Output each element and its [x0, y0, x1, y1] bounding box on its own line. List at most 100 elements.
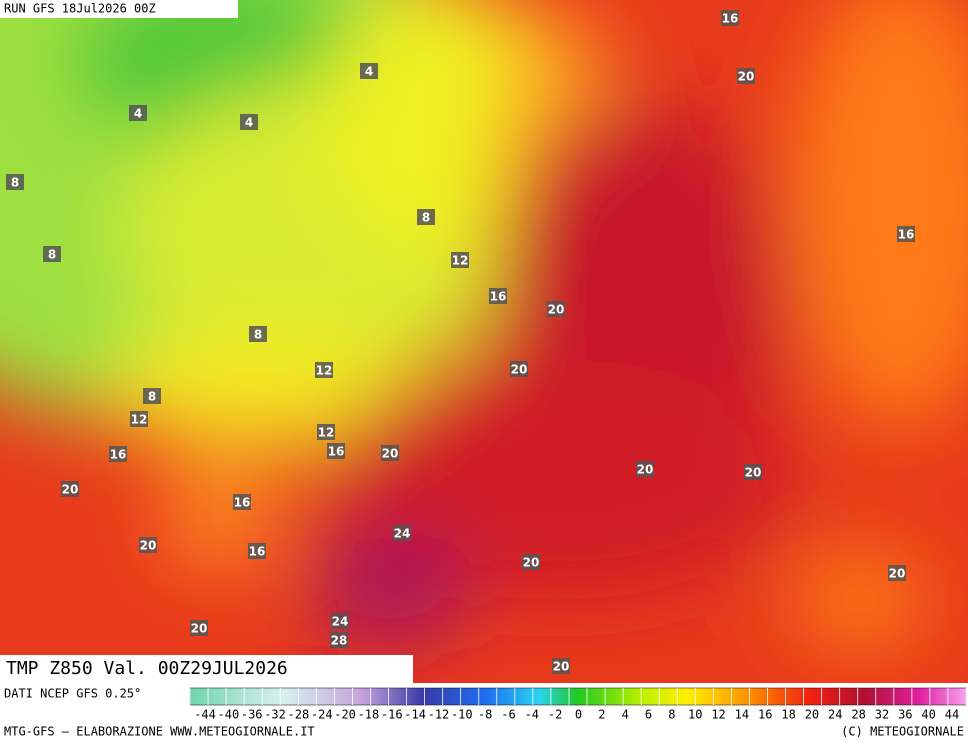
- contour-label: 4: [365, 65, 373, 79]
- contour-label: 16: [234, 496, 251, 510]
- contour-label-box: [248, 543, 266, 559]
- contour-label: 20: [511, 363, 528, 377]
- credit-label: MTG-GFS — ELABORAZIONE WWW.METEOGIORNALE…: [4, 725, 315, 739]
- contour-label-box: [737, 68, 755, 84]
- colorbar-label: -44: [194, 708, 216, 722]
- contour-label-box: [330, 632, 348, 648]
- contour-label-box: [510, 361, 528, 377]
- contour-label: 16: [328, 445, 345, 459]
- colorbar-ticks: -44 -40 -36 -32 -28 -24 -20 -18 -16 -14 -12 -10 -8 -6…: [189, 688, 967, 722]
- contour-label-box: [522, 554, 540, 570]
- contour-label: 4: [245, 116, 253, 130]
- colorbar-label: 10: [688, 708, 702, 722]
- colorbar-label: -10: [451, 708, 473, 722]
- contour-label: 12: [318, 426, 335, 440]
- colorbar-label: -14: [404, 708, 426, 722]
- colorbar-label: -36: [241, 708, 263, 722]
- colorbar-label: -24: [311, 708, 333, 722]
- colorbar-label: -4: [525, 708, 539, 722]
- contour-label: 20: [738, 70, 755, 84]
- contour-label: 20: [553, 660, 570, 674]
- contour-label: 8: [422, 211, 430, 225]
- contour-label: 20: [745, 466, 762, 480]
- header-box: [0, 0, 238, 18]
- contour-label: 20: [191, 622, 208, 636]
- colorbar-label: 6: [645, 708, 652, 722]
- colorbar-label: -20: [334, 708, 356, 722]
- colorbar-label: -32: [264, 708, 286, 722]
- colorbar-label: 32: [875, 708, 889, 722]
- contour-label-box: [6, 174, 24, 190]
- contour-label-box: [327, 443, 345, 459]
- colorbar-label: 8: [668, 708, 675, 722]
- colorbar-label: 36: [898, 708, 912, 722]
- temperature-field: [0, 0, 968, 683]
- contour-label: 28: [331, 634, 348, 648]
- contour-label-box: [143, 388, 161, 404]
- contour-label: 20: [889, 567, 906, 581]
- contour-label-box: [381, 445, 399, 461]
- contour-label: 16: [898, 228, 915, 242]
- field-label: TMP Z850 Val. 00Z29JUL2026: [6, 658, 288, 679]
- contour-label-box: [721, 10, 739, 26]
- contour-label: 20: [548, 303, 565, 317]
- colorbar-label: 28: [851, 708, 865, 722]
- colorbar: [189, 687, 967, 706]
- contour-label-box: [489, 288, 507, 304]
- contour-label: 20: [382, 447, 399, 461]
- colorbar-label: 44: [945, 708, 959, 722]
- colorbar-label: 0: [575, 708, 582, 722]
- contour-label-box: [129, 105, 147, 121]
- run-label: RUN GFS 18Jul2026 00Z: [4, 2, 156, 16]
- contour-label-box: [451, 252, 469, 268]
- contour-label-box: [547, 301, 565, 317]
- contour-label: 20: [637, 463, 654, 477]
- contour-label-box: [317, 424, 335, 440]
- contour-label-box: [249, 326, 267, 342]
- contour-label-box: [315, 362, 333, 378]
- colorbar-label: -40: [218, 708, 240, 722]
- contour-label: 24: [332, 615, 349, 629]
- contour-label-box: [190, 620, 208, 636]
- colorbar-label: 20: [805, 708, 819, 722]
- contour-label-box: [43, 246, 61, 262]
- contour-label: 16: [249, 545, 266, 559]
- colorbar-label: 14: [735, 708, 749, 722]
- colorbar-label: 2: [598, 708, 605, 722]
- contour-label-box: [331, 613, 349, 629]
- colorbar-label: 16: [758, 708, 772, 722]
- contour-label-box: [240, 114, 258, 130]
- contour-label-box: [744, 464, 762, 480]
- colorbar-label: -8: [478, 708, 492, 722]
- contour-label-box: [897, 226, 915, 242]
- contour-label-box: [552, 658, 570, 674]
- contour-label: 20: [140, 539, 157, 553]
- copyright-label: (C) METEOGIORNALE: [841, 725, 964, 739]
- contour-label: 12: [131, 413, 148, 427]
- colorbar-label: -18: [358, 708, 380, 722]
- colorbar-label: -28: [288, 708, 310, 722]
- source-label: DATI NCEP GFS 0.25°: [4, 687, 141, 701]
- contour-label: 16: [110, 448, 127, 462]
- colorbar-label: -6: [501, 708, 515, 722]
- contour-label-box: [888, 565, 906, 581]
- contour-label: 4: [134, 107, 142, 121]
- colorbar-label: 12: [711, 708, 725, 722]
- contour-label: 16: [722, 12, 739, 26]
- contour-label: 8: [254, 328, 262, 342]
- contour-label-box: [636, 461, 654, 477]
- contour-label-box: [61, 481, 79, 497]
- contour-label: 12: [316, 364, 333, 378]
- contour-label: 12: [452, 254, 469, 268]
- field-label-box: [0, 655, 413, 683]
- contour-label: 8: [11, 176, 19, 190]
- contour-label: 8: [48, 248, 56, 262]
- contour-label: 20: [62, 483, 79, 497]
- colorbar-label: -2: [548, 708, 562, 722]
- colorbar-label: 18: [781, 708, 795, 722]
- colorbar-label: 24: [828, 708, 842, 722]
- contour-label-box: [109, 446, 127, 462]
